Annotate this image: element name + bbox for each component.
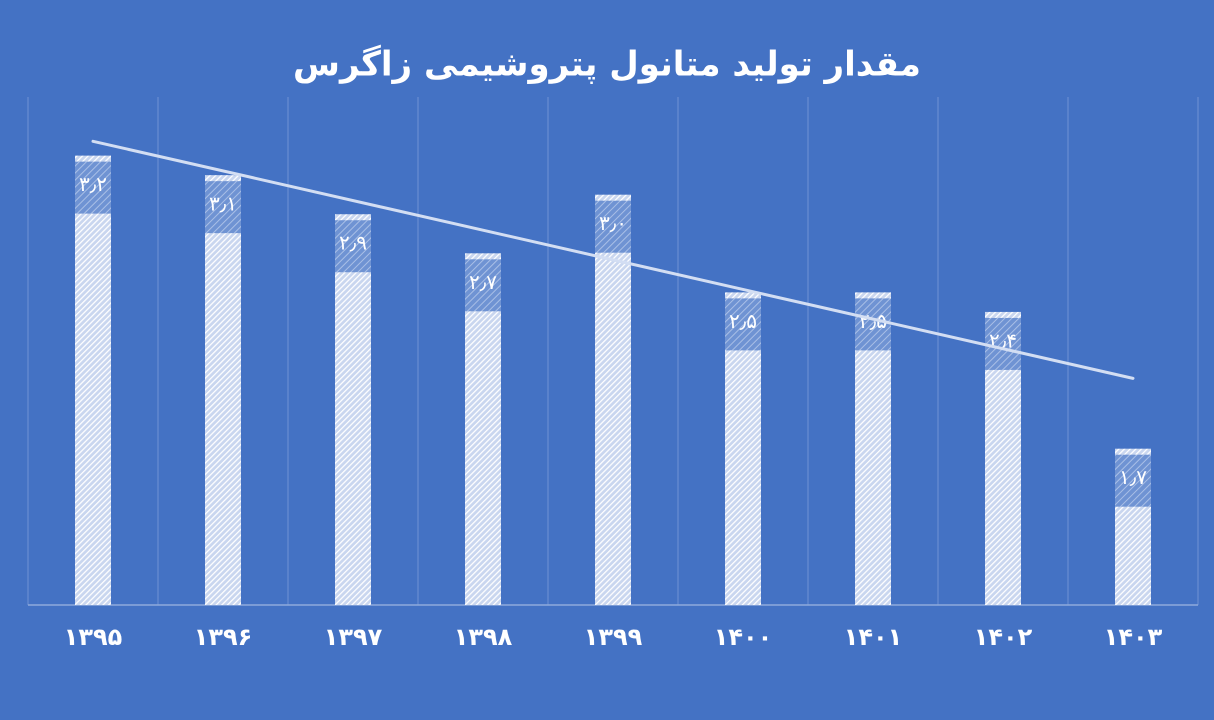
bar bbox=[335, 214, 371, 605]
bar-cap bbox=[985, 317, 1021, 370]
data-label: ۳٫۰ bbox=[599, 211, 627, 235]
x-tick-label: ۱۳۹۷ bbox=[324, 623, 383, 651]
bar-cap bbox=[1115, 454, 1151, 507]
x-tick-label: ۱۴۰۳ bbox=[1104, 623, 1163, 651]
trendline bbox=[91, 139, 1135, 380]
bar bbox=[465, 253, 501, 606]
x-tick-label: ۱۴۰۰ bbox=[714, 623, 773, 651]
data-label: ۱٫۷ bbox=[1119, 465, 1147, 489]
x-tick-label: ۱۳۹۵ bbox=[64, 623, 123, 651]
bar-cap bbox=[595, 200, 631, 253]
data-label: ۲٫۵ bbox=[729, 309, 757, 333]
x-tick-label: ۱۴۰۲ bbox=[974, 623, 1033, 651]
data-label: ۲٫۹ bbox=[339, 231, 367, 255]
bar bbox=[205, 175, 241, 605]
bar-cap bbox=[855, 298, 891, 351]
bar-cap bbox=[75, 161, 111, 214]
bar-cap bbox=[725, 298, 761, 351]
x-tick-label: ۱۳۹۹ bbox=[584, 623, 643, 651]
x-tick-label: ۱۳۹۶ bbox=[194, 623, 253, 651]
bar-cap bbox=[205, 181, 241, 234]
x-tick-label: ۱۴۰۱ bbox=[844, 623, 903, 651]
x-tick-label: ۱۳۹۸ bbox=[454, 623, 513, 651]
data-label: ۳٫۱ bbox=[209, 192, 237, 216]
bar bbox=[75, 155, 111, 605]
chart-title: مقدار تولید متانول پتروشیمی زاگرس bbox=[293, 45, 921, 85]
data-label: ۳٫۲ bbox=[79, 172, 107, 196]
bar-cap bbox=[465, 259, 501, 312]
bar-cap bbox=[335, 220, 371, 273]
data-label: ۲٫۷ bbox=[469, 270, 497, 294]
